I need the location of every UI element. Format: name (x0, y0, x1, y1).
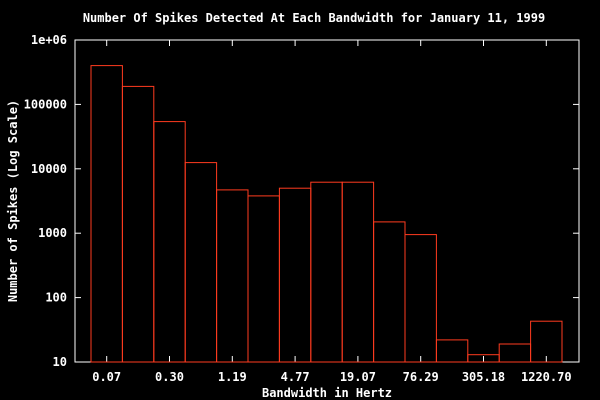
bar (184, 162, 218, 363)
plot-frame (74, 39, 580, 363)
y-tick-label: 100000 (24, 97, 67, 111)
bar (404, 234, 437, 363)
x-tick-label: 0.07 (92, 370, 121, 384)
y-axis-ticks: 10 100 1000 10000 100000 1e+06 (24, 33, 579, 369)
y-tick-label: 1000 (38, 226, 67, 240)
y-tick-label: 10 (53, 355, 67, 369)
bar (498, 343, 532, 363)
bar (341, 181, 375, 363)
bars (90, 65, 563, 363)
x-tick-label: 76.29 (403, 370, 439, 384)
x-axis-label: Bandwidth in Hertz (262, 386, 392, 400)
chart-title: Number Of Spikes Detected At Each Bandwi… (83, 11, 545, 25)
bar (435, 339, 469, 363)
x-tick-label: 4.77 (281, 370, 310, 384)
bar (121, 85, 155, 363)
bar (278, 187, 312, 363)
y-tick-label: 100 (45, 291, 67, 305)
x-tick-label: 305.18 (462, 370, 505, 384)
x-tick-label: 1.19 (218, 370, 247, 384)
x-axis-ticks: 0.07 0.30 1.19 4.77 19.07 76.29 305.18 1220.70 (92, 40, 572, 384)
bar (530, 320, 563, 363)
x-tick-label: 0.30 (155, 370, 184, 384)
bar (216, 189, 249, 363)
y-tick-label: 10000 (31, 162, 67, 176)
bar (247, 195, 280, 363)
y-tick-label: 1e+06 (31, 33, 67, 47)
x-tick-label: 19.07 (340, 370, 376, 384)
bar (310, 181, 343, 363)
y-axis-label: Number of Spikes (Log Scale) (6, 100, 20, 302)
bar (373, 221, 406, 363)
x-tick-label: 1220.70 (521, 370, 572, 384)
bar (153, 121, 186, 363)
bar (90, 65, 123, 363)
